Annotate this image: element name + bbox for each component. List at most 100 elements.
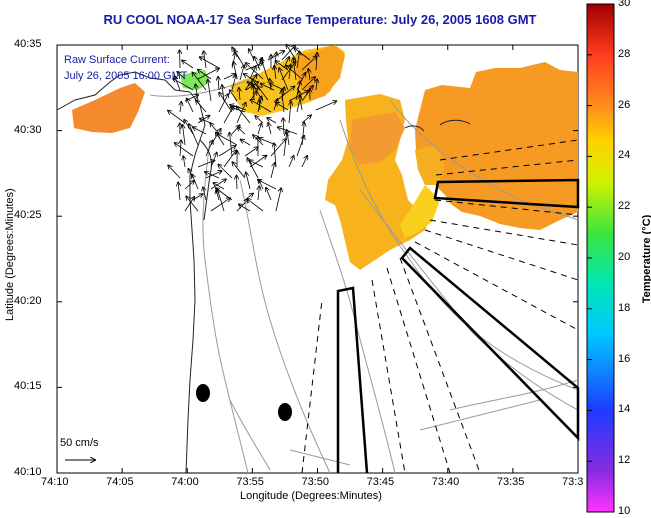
current-vector bbox=[237, 176, 238, 190]
current-vector bbox=[200, 57, 220, 69]
current-vector bbox=[180, 102, 181, 113]
scale-label: 50 cm/s bbox=[60, 437, 99, 449]
current-vector bbox=[258, 186, 259, 201]
current-vector bbox=[218, 134, 238, 146]
current-vector bbox=[288, 156, 294, 168]
x-axis-label: Longitude (Degrees:Minutes) bbox=[240, 490, 382, 502]
current-vector bbox=[282, 90, 284, 113]
y-tick-marks bbox=[57, 44, 578, 474]
y-tick-label: 40:30 bbox=[14, 123, 42, 136]
current-vector bbox=[196, 100, 207, 113]
current-vector bbox=[193, 127, 207, 135]
current-vector bbox=[203, 187, 207, 201]
current-vector bbox=[183, 125, 186, 146]
current-vector bbox=[279, 68, 289, 91]
current-vector bbox=[218, 94, 228, 113]
sst-patch-central-warm bbox=[350, 112, 405, 165]
current-vector bbox=[296, 136, 304, 157]
current-vector bbox=[210, 198, 230, 212]
transect-dashed-lines bbox=[301, 139, 579, 474]
current-vector bbox=[308, 69, 310, 81]
current-vector bbox=[197, 160, 215, 168]
x-tick-label: 73:35 bbox=[496, 476, 525, 488]
current-vector bbox=[245, 63, 263, 71]
current-vector bbox=[180, 140, 181, 157]
current-vector bbox=[266, 188, 272, 201]
current-vector bbox=[246, 63, 264, 80]
current-vector bbox=[293, 58, 297, 81]
current-vector bbox=[205, 140, 213, 157]
current-vector bbox=[236, 106, 251, 124]
sst-patch-southeast-yellow bbox=[400, 185, 440, 238]
colorbar-tick-marks bbox=[587, 3, 592, 513]
station-marker-west bbox=[196, 384, 210, 402]
current-vector bbox=[249, 66, 256, 80]
current-vector bbox=[276, 61, 289, 71]
current-vector bbox=[270, 139, 286, 157]
current-vector bbox=[184, 197, 194, 212]
x-tick-label: 74:00 bbox=[171, 476, 199, 488]
sst-patch-west bbox=[72, 83, 145, 133]
colorbar-tick-label: 18 bbox=[618, 301, 631, 314]
current-vector bbox=[261, 84, 275, 91]
colorbar-tick-label: 30 bbox=[618, 0, 631, 9]
current-vector bbox=[275, 188, 281, 212]
current-vector bbox=[283, 118, 284, 135]
current-vector bbox=[218, 146, 236, 157]
x-tick-label: 73:3 bbox=[562, 476, 584, 488]
current-vector bbox=[267, 118, 277, 124]
current-vector bbox=[186, 196, 199, 212]
current-vector bbox=[192, 174, 199, 190]
current-vector bbox=[184, 181, 194, 190]
current-vector bbox=[258, 86, 269, 101]
current-vector bbox=[257, 123, 261, 135]
current-vector bbox=[173, 79, 194, 91]
current-vector bbox=[268, 123, 271, 135]
current-vector bbox=[192, 72, 207, 91]
current-vector bbox=[178, 182, 180, 201]
figure-title: RU COOL NOAA-17 Sea Surface Temperature:… bbox=[103, 12, 537, 27]
current-vector bbox=[249, 161, 264, 168]
colorbar-tick-label: 12 bbox=[618, 454, 631, 467]
current-vector bbox=[301, 56, 317, 71]
colorbar-tick-label: 14 bbox=[618, 403, 631, 416]
legend-line-2: July 26, 2005 16:00 GMT bbox=[64, 70, 188, 82]
current-vector bbox=[251, 100, 272, 113]
x-tick-marks bbox=[56, 45, 579, 473]
current-vector bbox=[195, 84, 199, 102]
surface-current-vectors bbox=[168, 45, 337, 212]
current-vector bbox=[197, 68, 219, 80]
colorbar-tick-label: 26 bbox=[618, 98, 631, 111]
current-vector bbox=[254, 57, 261, 71]
x-tick-label: 73:55 bbox=[236, 476, 264, 488]
colorbar-tick-label: 22 bbox=[618, 200, 631, 213]
current-vector bbox=[218, 165, 233, 179]
current-vector bbox=[210, 153, 217, 168]
colorbar-tick-label: 16 bbox=[618, 352, 631, 365]
current-vector bbox=[299, 91, 303, 111]
current-vector bbox=[213, 183, 225, 190]
current-vector bbox=[301, 156, 307, 168]
current-vector bbox=[315, 101, 336, 111]
current-vector bbox=[249, 156, 267, 168]
x-tick-label: 73:50 bbox=[301, 476, 330, 488]
colorbar-tick-label: 24 bbox=[618, 149, 631, 162]
current-vector bbox=[253, 86, 254, 101]
current-vector bbox=[276, 103, 289, 111]
y-tick-label: 40:25 bbox=[14, 209, 42, 222]
current-vector bbox=[316, 53, 317, 71]
y-axis-label: Latitude (Degrees:Minutes) bbox=[4, 188, 16, 321]
station-marker-east bbox=[278, 403, 292, 421]
current-vector bbox=[239, 204, 251, 212]
current-vector bbox=[168, 165, 181, 179]
colorbar-tick-label: 28 bbox=[618, 47, 631, 60]
current-vector bbox=[204, 51, 206, 69]
y-tick-label: 40:10 bbox=[14, 466, 42, 478]
current-vector bbox=[246, 172, 251, 190]
current-vector bbox=[182, 60, 194, 69]
current-vector bbox=[282, 87, 284, 101]
current-vector bbox=[270, 163, 275, 179]
current-vector bbox=[230, 90, 238, 102]
coastline bbox=[56, 71, 471, 474]
